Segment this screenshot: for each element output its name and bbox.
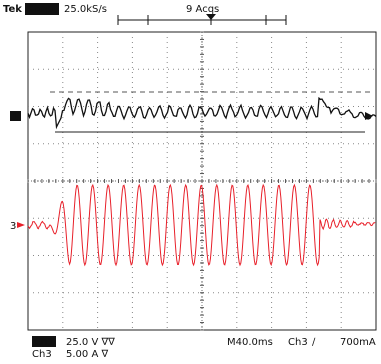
ch3-marker-arrow-icon xyxy=(17,222,25,228)
ch1-marker[interactable]: 1 xyxy=(10,111,21,123)
ch1-label-badge xyxy=(32,336,56,347)
graticule xyxy=(27,31,377,331)
ch3-marker-label: 3 xyxy=(10,221,16,232)
record-position-bar xyxy=(117,15,287,25)
brand-label: Tek xyxy=(3,4,22,15)
trigger-level-label: 700mA xyxy=(340,337,376,348)
sample-rate-label: 25.0kS/s xyxy=(64,4,107,15)
run-state-badge xyxy=(25,3,59,15)
acquisitions-label: 9 Acqs xyxy=(186,4,219,15)
trigger-position-icon xyxy=(206,14,216,20)
ch3-waveform xyxy=(27,183,376,267)
ch3-marker[interactable]: 3 xyxy=(10,221,25,232)
trigger-source-label: Ch3 xyxy=(288,337,308,348)
ch3-label: Ch3 xyxy=(32,349,52,360)
ch1-scale: 25.0 V ∇∇ xyxy=(66,337,115,348)
ch1-marker-bg xyxy=(10,111,21,121)
timebase-label: M40.0ms xyxy=(227,337,273,348)
ch1-waveform xyxy=(27,96,377,130)
trigger-slope-icon: ∕ xyxy=(312,337,316,348)
trigger-level-icon xyxy=(365,112,373,120)
ch1-label: Ch1 xyxy=(34,337,54,348)
ch3-scale: 5.00 A ∇ xyxy=(66,349,108,360)
run-state-label: Stop xyxy=(27,4,53,15)
ch1-marker-label: 1 xyxy=(12,112,18,123)
